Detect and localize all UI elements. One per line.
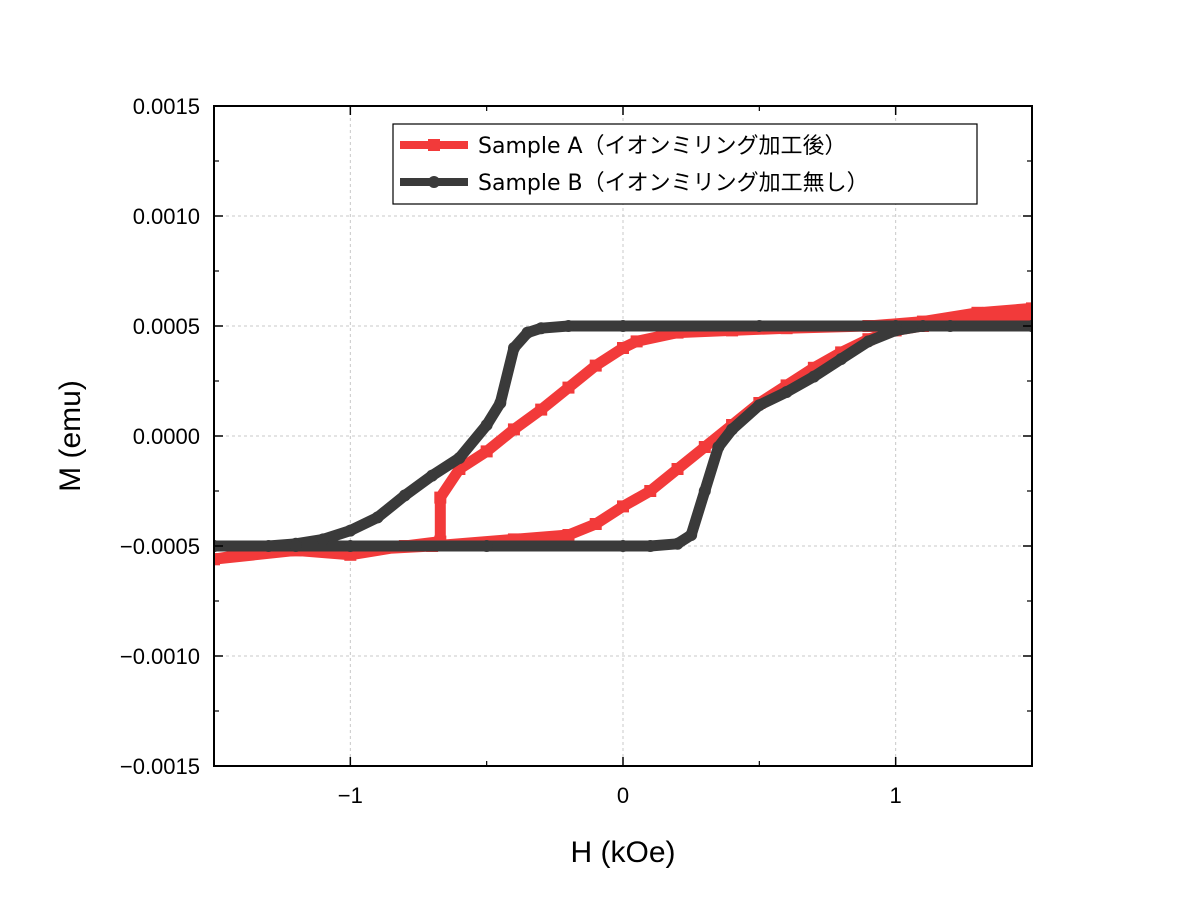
data-point-sample-a	[562, 529, 575, 541]
data-point-sample-a	[562, 381, 575, 394]
data-point-sample-b	[371, 511, 384, 524]
data-point-sample-a	[617, 500, 629, 513]
data-point-sample-b	[344, 540, 357, 552]
data-point-sample-b	[889, 324, 902, 337]
data-point-sample-a	[630, 335, 643, 348]
data-point-sample-a	[617, 342, 629, 354]
x-tick-label: 0	[617, 783, 629, 808]
data-point-sample-b	[712, 441, 725, 453]
legend-box	[392, 123, 978, 205]
y-tick-label: −0.0010	[120, 644, 200, 669]
y-tick-label: 0.0005	[133, 314, 200, 339]
data-point-sample-b	[480, 540, 493, 552]
legend-label-sample-a: Sample A（イオンミリング加工後）	[478, 134, 847, 159]
data-point-sample-a	[480, 445, 493, 458]
data-point-sample-b	[507, 342, 520, 354]
y-tick-label: −0.0005	[120, 534, 200, 559]
data-point-sample-a	[507, 423, 520, 436]
data-point-sample-b	[535, 322, 548, 335]
data-point-sample-b	[398, 489, 411, 502]
data-point-sample-b	[753, 399, 766, 412]
data-point-sample-a	[589, 359, 602, 372]
data-point-sample-b	[726, 423, 739, 436]
data-point-sample-a	[671, 463, 684, 475]
data-point-sample-b	[780, 386, 793, 398]
legend-marker-sample-b	[428, 176, 440, 188]
legend: Sample A（イオンミリング加工後） Sample B（イオンミリング加工無…	[392, 123, 978, 205]
series-line-sample-a	[214, 302, 1032, 565]
data-point-sample-b	[480, 419, 493, 431]
y-tick-label: 0.0015	[133, 94, 200, 119]
grid	[214, 106, 1032, 766]
data-point-sample-b	[494, 397, 507, 409]
data-point-sample-a	[434, 491, 447, 504]
data-point-sample-a	[589, 518, 602, 530]
data-point-sample-b	[644, 540, 657, 552]
legend-label-sample-b: Sample B（イオンミリング加工無し）	[478, 171, 869, 196]
data-point-sample-a	[1026, 311, 1032, 324]
data-point-sample-b	[617, 540, 629, 552]
x-tick-label: −1	[338, 783, 363, 808]
data-point-sample-a	[698, 441, 711, 453]
data-point-sample-a	[535, 403, 548, 416]
data-point-sample-b	[617, 320, 629, 332]
x-tick-label: 1	[890, 783, 902, 808]
data-point-sample-b	[753, 320, 766, 332]
data-point-sample-a	[1026, 302, 1032, 315]
data-point-sample-b	[698, 485, 711, 497]
x-axis-title: H (kOe)	[571, 836, 676, 869]
y-tick-label: 0.0010	[133, 204, 200, 229]
data-point-sample-a	[214, 553, 220, 566]
data-point-sample-b	[944, 320, 957, 332]
data-point-sample-b	[289, 540, 302, 552]
ticks: −1 0 1 −0.0015 −0.0010 −0.0005 0.0000 0.0005 0.0…	[120, 94, 1033, 808]
legend-marker-sample-a	[428, 139, 440, 151]
data-point-sample-b	[262, 540, 275, 552]
y-tick-label: 0.0000	[133, 424, 200, 449]
series-layer	[214, 302, 1032, 566]
data-point-sample-b	[671, 537, 684, 550]
data-point-sample-b	[426, 469, 439, 482]
y-axis-title: M (emu)	[54, 380, 87, 492]
y-tick-label: −0.0015	[120, 754, 200, 779]
data-point-sample-b	[317, 533, 330, 546]
data-point-sample-b	[916, 320, 929, 332]
data-point-sample-b	[521, 326, 534, 339]
data-point-sample-b	[685, 529, 698, 541]
data-point-sample-b	[344, 524, 357, 537]
data-point-sample-b	[807, 370, 820, 383]
data-point-sample-b	[453, 452, 466, 464]
data-point-sample-b	[862, 335, 875, 348]
data-point-sample-a	[644, 485, 657, 497]
data-point-sample-b	[835, 353, 848, 365]
data-point-sample-b	[562, 320, 575, 332]
